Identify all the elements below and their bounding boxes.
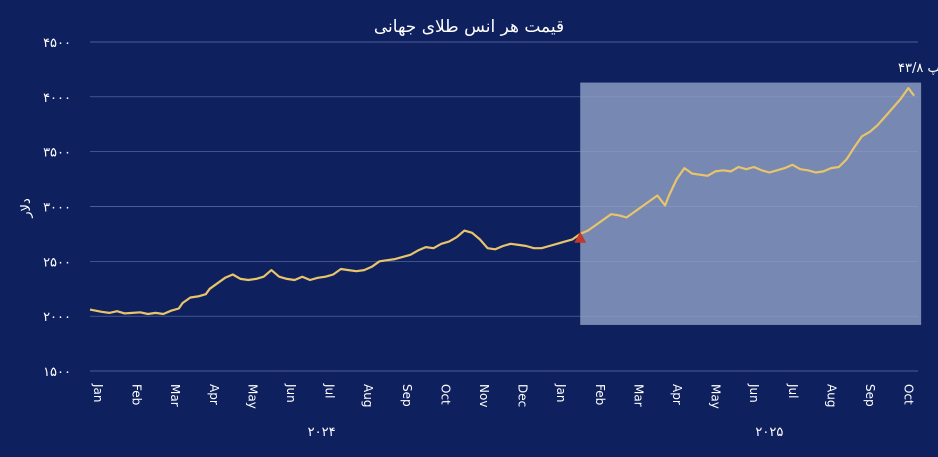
x-tick-label: Jan — [554, 383, 568, 403]
x-tick-label: Apr — [207, 384, 221, 405]
annotation-band — [580, 82, 922, 325]
x-tick-label: Oct — [902, 384, 916, 405]
x-tick-label: Sep — [400, 384, 414, 407]
x-tick-label: Sep — [863, 384, 877, 407]
x-tick-label: Mar — [168, 384, 182, 407]
x-tick-label: May — [709, 384, 723, 409]
year-label: ۲۰۲۵ — [755, 425, 783, 440]
y-tick-label: ۴۵۰۰ — [43, 36, 71, 51]
chart-title: قیمت هر انس طلای جهانی — [374, 17, 564, 37]
year-label: ۲۰۲۴ — [308, 425, 336, 440]
annotation-text: درصد افزایش قیمت از ابتدای ریاست جمهوری … — [898, 61, 938, 76]
y-tick-label: ۴۰۰۰ — [43, 91, 71, 106]
x-tick-label: Aug — [824, 384, 838, 407]
y-tick-label: ۲۵۰۰ — [43, 255, 71, 270]
y-axis-label: دلار — [19, 198, 34, 219]
y-tick-label: ۳۵۰۰ — [43, 146, 71, 161]
x-tick-label: Nov — [477, 384, 491, 407]
x-tick-label: Jul — [786, 383, 800, 398]
inauguration-marker — [574, 231, 587, 243]
x-tick-label: Aug — [361, 384, 375, 407]
series-line-gold-price — [89, 87, 915, 316]
x-tick-label: Feb — [130, 384, 144, 405]
x-tick-label: Mar — [631, 384, 645, 407]
x-tick-label: Dec — [516, 384, 530, 407]
x-tick-label: Oct — [438, 384, 452, 405]
x-tick-label: Jun — [747, 383, 761, 403]
x-tick-label: May — [245, 384, 259, 409]
y-tick-label: ۱۵۰۰ — [43, 365, 71, 380]
x-tick-label: Jan — [91, 383, 105, 403]
x-tick-label: Jul — [323, 383, 337, 398]
x-tick-label: Feb — [593, 384, 607, 405]
x-tick-label: Apr — [670, 384, 684, 405]
x-tick-label: Jun — [284, 383, 298, 403]
y-tick-label: ۲۰۰۰ — [43, 310, 71, 325]
y-tick-label: ۳۰۰۰ — [43, 201, 71, 216]
